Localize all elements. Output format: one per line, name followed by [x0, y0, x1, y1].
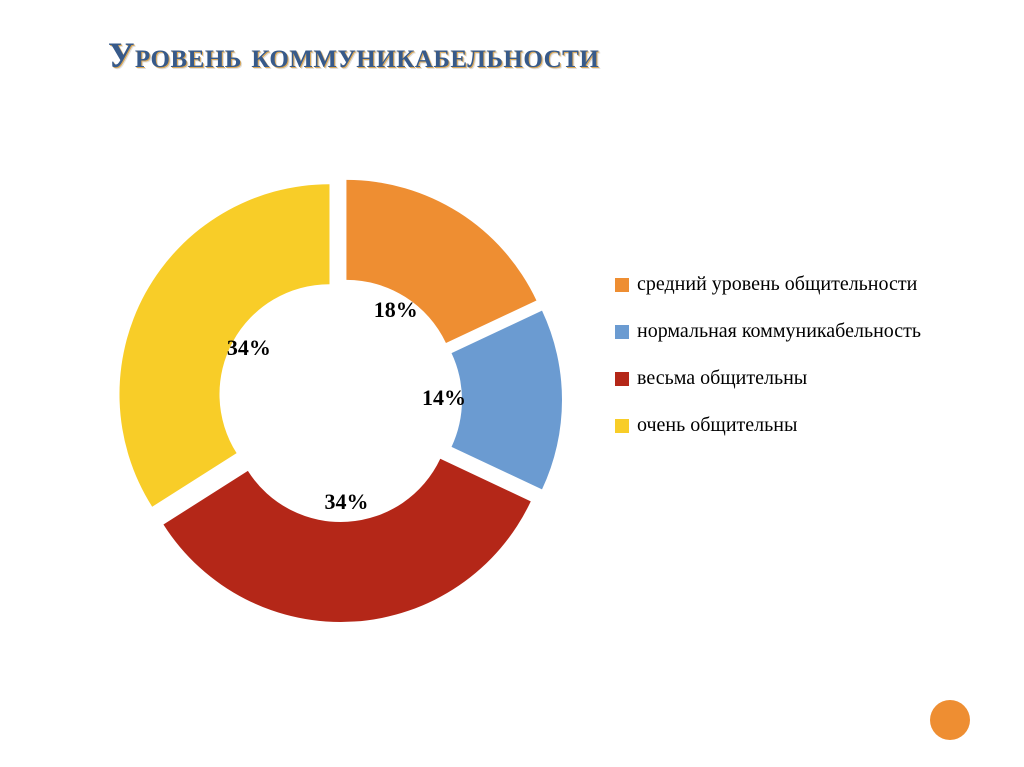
donut-slice-3 — [119, 184, 329, 507]
legend-swatch-3 — [615, 419, 629, 433]
donut-label-0: 18% — [374, 297, 418, 322]
legend-item-0: средний уровень общительности — [615, 272, 975, 297]
donut-slice-1 — [452, 311, 562, 490]
donut-label-2: 34% — [325, 489, 369, 514]
donut-svg: 18% 14% 34% 34% — [80, 140, 600, 660]
legend-swatch-2 — [615, 372, 629, 386]
legend-text-2: весьма общительны — [637, 366, 807, 391]
legend-text-1: нормальная коммуникабельность — [637, 319, 921, 344]
legend-item-1: нормальная коммуникабельность — [615, 319, 975, 344]
accent-dot — [930, 700, 970, 740]
donut-slices — [119, 180, 562, 622]
donut-chart: 18% 14% 34% 34% — [80, 140, 600, 660]
legend-item-3: очень общительны — [615, 413, 975, 438]
legend-text-0: средний уровень общительности — [637, 272, 917, 297]
legend-text-3: очень общительны — [637, 413, 797, 438]
legend-swatch-1 — [615, 325, 629, 339]
donut-label-3: 34% — [227, 335, 271, 360]
legend-swatch-0 — [615, 278, 629, 292]
legend-item-2: весьма общительны — [615, 366, 975, 391]
legend: средний уровень общительности нормальная … — [615, 272, 975, 460]
donut-slice-2 — [163, 459, 530, 622]
donut-label-1: 14% — [422, 385, 466, 410]
page-title: Уровень коммуникабельности — [108, 34, 599, 76]
